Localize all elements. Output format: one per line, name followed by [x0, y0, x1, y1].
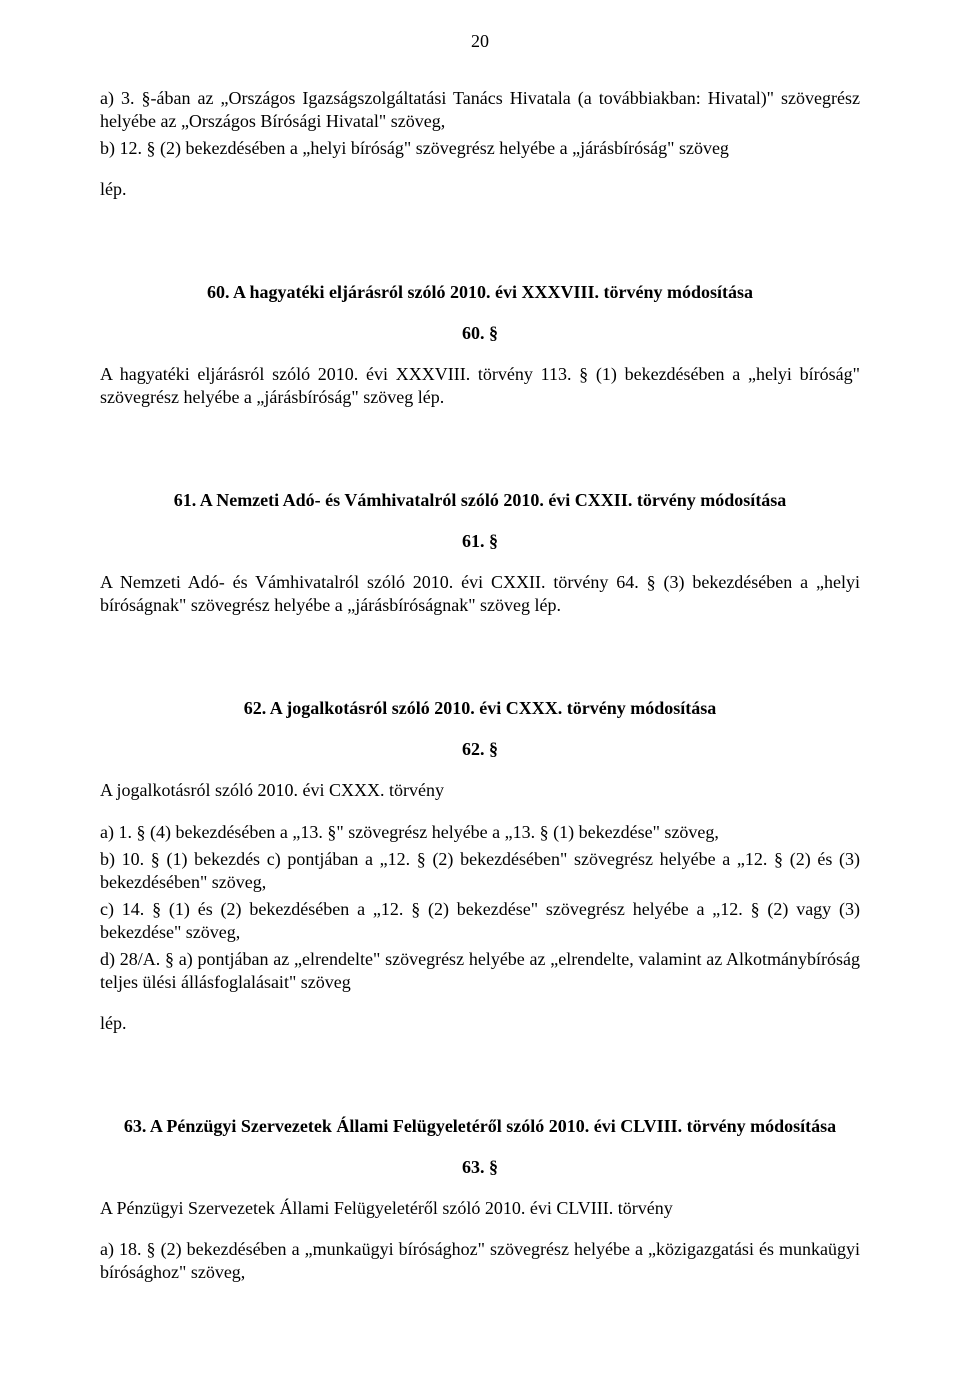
paragraph-lep-1: lép. — [100, 178, 860, 201]
paragraph-62-c: c) 14. § (1) és (2) bekezdésében a „12. … — [100, 898, 860, 944]
paragraph-61-body: A Nemzeti Adó- és Vámhivatalról szóló 20… — [100, 571, 860, 617]
heading-60: 60. A hagyatéki eljárásról szóló 2010. é… — [100, 281, 860, 304]
section-number-63: 63. § — [100, 1156, 860, 1179]
paragraph-62-intro: A jogalkotásról szóló 2010. évi CXXX. tö… — [100, 779, 860, 802]
paragraph-lep-2: lép. — [100, 1012, 860, 1035]
paragraph-63-a: a) 18. § (2) bekezdésében a „munkaügyi b… — [100, 1238, 860, 1284]
paragraph-63-intro: A Pénzügyi Szervezetek Állami Felügyelet… — [100, 1197, 860, 1220]
heading-63: 63. A Pénzügyi Szervezetek Állami Felügy… — [100, 1115, 860, 1138]
paragraph-b12: b) 12. § (2) bekezdésében a „helyi bírós… — [100, 137, 860, 160]
document-page: 20 a) 3. §-ában az „Országos Igazságszol… — [0, 0, 960, 1387]
paragraph-62-d: d) 28/A. § a) pontjában az „elrendelte" … — [100, 948, 860, 994]
paragraph-62-a: a) 1. § (4) bekezdésében a „13. §" szöve… — [100, 821, 860, 844]
paragraph-62-b: b) 10. § (1) bekezdés c) pontjában a „12… — [100, 848, 860, 894]
section-number-60: 60. § — [100, 322, 860, 345]
paragraph-60-body: A hagyatéki eljárásról szóló 2010. évi X… — [100, 363, 860, 409]
section-number-62: 62. § — [100, 738, 860, 761]
heading-62: 62. A jogalkotásról szóló 2010. évi CXXX… — [100, 697, 860, 720]
section-number-61: 61. § — [100, 530, 860, 553]
heading-61: 61. A Nemzeti Adó- és Vámhivatalról szól… — [100, 489, 860, 512]
page-number: 20 — [100, 30, 860, 53]
paragraph-a3: a) 3. §-ában az „Országos Igazságszolgál… — [100, 87, 860, 133]
